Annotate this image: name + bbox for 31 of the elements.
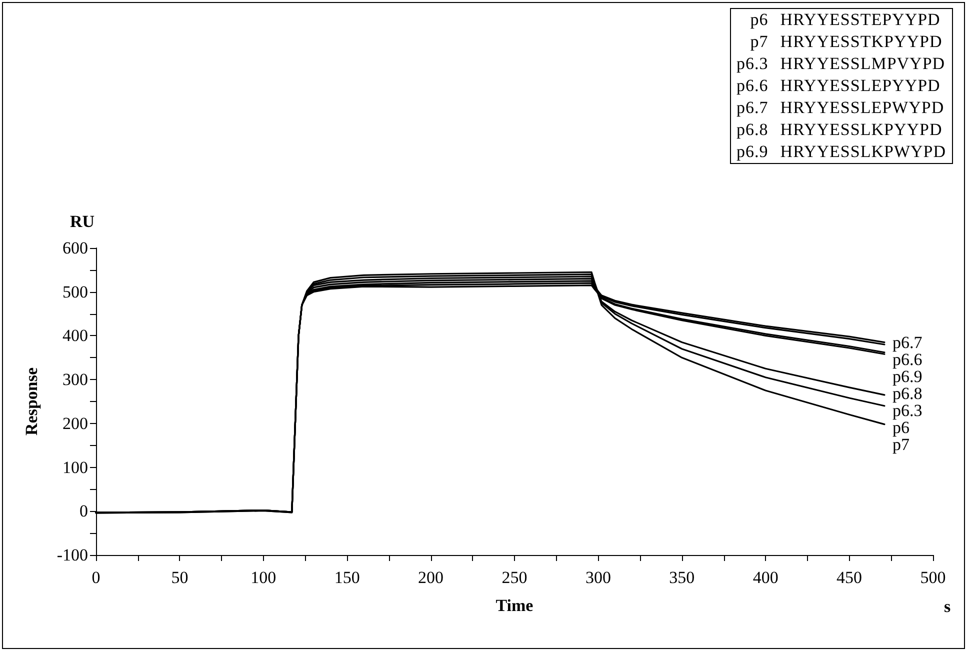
x-tick-label: 300 <box>585 568 611 587</box>
y-tick-label: 400 <box>62 326 88 346</box>
x-tick-label: 100 <box>250 568 276 587</box>
y-tick-label: 300 <box>62 370 88 390</box>
y-tick-label: 600 <box>62 238 88 258</box>
x-tick-label: 400 <box>752 568 778 587</box>
text: RU <box>70 212 95 232</box>
x-tick-label: 50 <box>171 568 188 587</box>
x-tick-label: 500 <box>920 568 946 587</box>
x-axis-title: Time <box>496 596 534 615</box>
x-tick-label: 150 <box>334 568 360 587</box>
series-label: p6.7 <box>892 332 923 352</box>
x-tick-label: 0 <box>92 568 100 587</box>
y-axis-title: Response <box>22 367 41 436</box>
text: p7 HRYYESSTKPYYPD <box>749 31 944 53</box>
x-tick-label: 250 <box>502 568 528 587</box>
text: p6 HRYYESSTEPYYPD <box>749 9 942 31</box>
text: p6.9 HRYYESSLKPWYPD <box>736 141 947 163</box>
x-tick-label: 350 <box>669 568 695 587</box>
x-tick-label: 450 <box>836 568 862 587</box>
text: p6.3 HRYYESSLMPVYPD <box>736 53 946 75</box>
y-tick-label: 100 <box>62 458 88 477</box>
text: s <box>944 597 951 617</box>
y-tick-label: -100 <box>56 546 88 564</box>
text: p6.6 HRYYESSLEPYYPD <box>736 75 942 97</box>
text: p6.7 HRYYESSLEPWYPD <box>736 97 946 119</box>
y-tick-label: 500 <box>62 282 88 302</box>
y-tick-label: 200 <box>62 414 88 433</box>
x-tick-label: 200 <box>418 568 444 587</box>
y-tick-label: 0 <box>80 502 88 521</box>
text: p6.8 HRYYESSLKPYYPD <box>736 119 944 141</box>
